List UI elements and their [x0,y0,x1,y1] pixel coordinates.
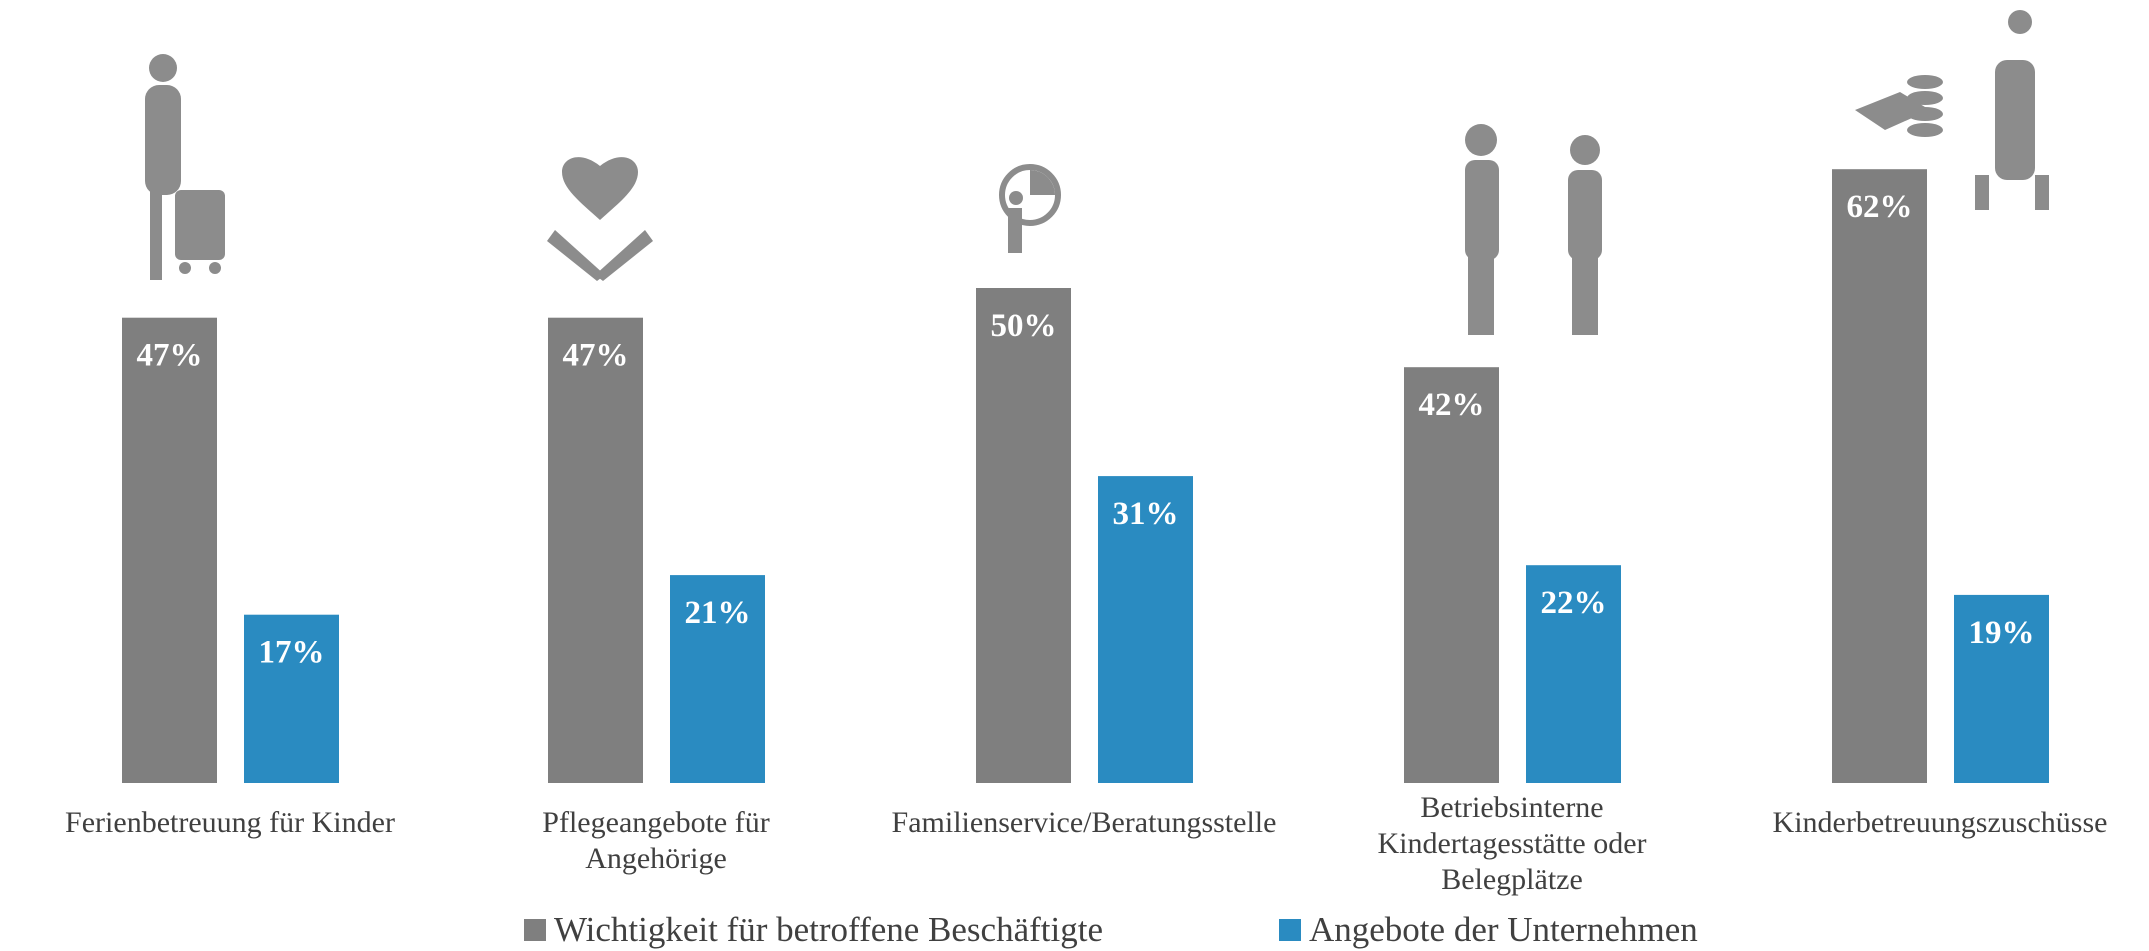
bar [1832,169,1927,783]
bar [122,318,217,783]
legend-label: Wichtigkeit für betroffene Beschäftigte [554,910,1103,950]
x-tick-label: Kinderbetreuungszuschüsse [1730,805,2149,841]
legend-swatch [1279,919,1301,941]
bar [1404,367,1499,783]
value-label: 50% [991,308,1057,344]
value-label: 22% [1541,585,1607,621]
value-label: 42% [1419,387,1485,423]
value-label: 19% [1969,615,2035,651]
legend-swatch [524,919,546,941]
bar [548,318,643,783]
value-label: 31% [1113,496,1179,532]
x-tick-label: Familienservice/Beratungsstelle [844,805,1324,841]
legend-item: Angebote der Unternehmen [1279,910,1698,950]
value-label: 47% [563,338,629,374]
value-label: 47% [137,338,203,374]
value-label: 21% [685,595,751,631]
value-label: 17% [259,635,325,671]
x-tick-label: Betriebsinterne Kindertagesstätte oder B… [1347,790,1677,898]
x-tick-label: Ferienbetreuung für Kinder [20,805,440,841]
value-label: 62% [1847,189,1913,225]
chart: 47% 17% 47% 21% 50% 31% 42% 22% 62% 19% Wichtigke… [0,0,2149,951]
bar [976,288,1071,783]
legend-item: Wichtigkeit für betroffene Beschäftigte [524,910,1103,950]
icons [145,10,2049,335]
x-tick-label: Pflegeangebote für Angehörige [511,805,801,877]
legend-label: Angebote der Unternehmen [1309,910,1698,950]
